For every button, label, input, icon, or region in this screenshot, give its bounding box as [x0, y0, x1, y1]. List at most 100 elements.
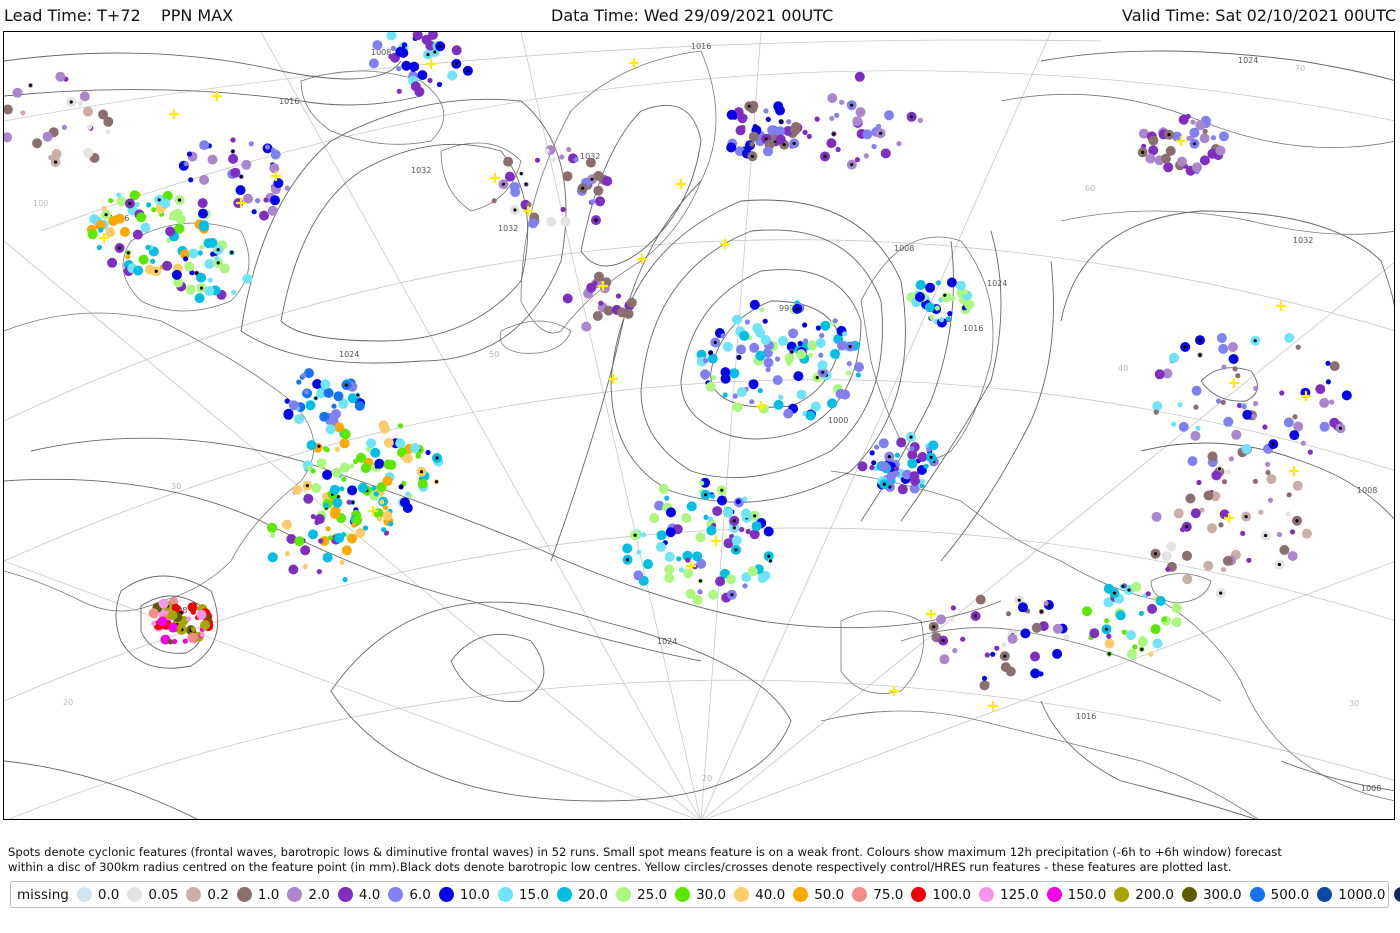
- feature-spot: [1176, 156, 1187, 167]
- legend-label: 0.0: [97, 886, 120, 903]
- feature-spot: [101, 205, 107, 211]
- feature-spot: [741, 572, 752, 583]
- barotropic-low-dot: [435, 456, 439, 460]
- legend-swatch: [186, 887, 202, 902]
- feature-spot: [562, 293, 573, 304]
- feature-spot: [491, 198, 497, 204]
- feature-spot: [871, 143, 877, 150]
- feature-spot: [842, 331, 848, 337]
- arctic-islands: [300, 70, 445, 145]
- feature-spot: [396, 66, 402, 72]
- isobar-label: 1024: [1238, 56, 1258, 65]
- legend-items: 0.0 0.05 0.2 1.0 2.0 4.0 6.0 10.0 15.0 20.0 25.0 30…: [76, 886, 1400, 903]
- legend-label: 200.0: [1135, 886, 1174, 903]
- legend-label: 1000.0: [1338, 886, 1386, 903]
- feature-spot: [107, 257, 118, 268]
- feature-spot: [802, 129, 808, 135]
- barotropic-low-dot: [734, 548, 738, 552]
- feature-spot: [199, 244, 205, 250]
- feature-spot: [323, 503, 329, 509]
- feature-spot: [834, 112, 840, 118]
- feature-spot: [1223, 416, 1234, 427]
- feature-spot: [243, 193, 253, 204]
- barotropic-low-dot: [433, 50, 437, 54]
- feature-spot: [96, 244, 102, 251]
- feature-spot: [199, 174, 210, 185]
- barotropic-low-dot: [581, 186, 585, 190]
- feature-spot: [294, 414, 305, 424]
- europe: [830, 470, 1394, 802]
- feature-spot: [984, 652, 990, 658]
- feature-spot: [666, 507, 676, 518]
- latitude-label: 40: [1118, 364, 1128, 373]
- legend-label: 300.0: [1202, 886, 1242, 903]
- feature-spot: [167, 639, 174, 645]
- barotropic-low-dot: [882, 482, 886, 486]
- feature-spot: [1190, 508, 1201, 519]
- feature-spot: [264, 144, 271, 150]
- legend-swatch: [438, 887, 454, 902]
- feature-spot: [736, 387, 747, 397]
- hres-cross: [711, 536, 721, 546]
- hres-cross: [1229, 378, 1239, 388]
- feature-spot: [228, 153, 239, 164]
- feature-spot: [562, 171, 573, 182]
- feature-spot: [199, 632, 205, 638]
- feature-spot: [826, 138, 837, 149]
- feature-spot: [720, 367, 731, 378]
- feature-spot: [749, 529, 760, 540]
- feature-spot: [284, 398, 290, 404]
- feature-spot: [360, 463, 371, 474]
- feature-spot: [83, 106, 93, 117]
- feature-spot: [138, 254, 149, 265]
- feature-spot: [749, 342, 760, 353]
- feature-spot: [83, 147, 94, 158]
- feature-spot: [852, 116, 863, 127]
- feature-spot: [1292, 480, 1303, 491]
- feature-spot: [1319, 421, 1330, 432]
- feature-spot: [1104, 638, 1115, 649]
- legend-label: 150.0: [1067, 886, 1107, 903]
- feature-spot: [377, 516, 383, 522]
- feature-spot: [615, 293, 622, 299]
- feature-spot: [204, 258, 215, 269]
- barotropic-low-dot: [69, 100, 73, 104]
- feature-spot: [1082, 606, 1092, 617]
- feature-spot: [451, 45, 462, 56]
- feature-spot: [283, 408, 294, 419]
- feature-spot: [316, 569, 322, 575]
- legend-swatch: [388, 887, 404, 902]
- feature-spot: [1191, 385, 1202, 396]
- feature-spot: [114, 213, 125, 224]
- feature-spot: [333, 391, 344, 402]
- feature-spot: [749, 141, 755, 147]
- feature-spot: [20, 110, 26, 116]
- feature-spot: [819, 332, 825, 339]
- barotropic-low-dot: [1219, 591, 1223, 595]
- feature-spot: [186, 151, 193, 157]
- feature-spot: [830, 348, 840, 359]
- feature-spot: [726, 109, 737, 120]
- feature-spot: [1289, 430, 1300, 441]
- barotropic-low-dot: [434, 480, 439, 484]
- barotropic-low-dot: [767, 554, 771, 558]
- feature-spot: [820, 320, 831, 331]
- barotropic-low-dot: [524, 182, 528, 186]
- feature-spot: [1155, 596, 1166, 606]
- feature-spot: [370, 447, 381, 458]
- barotropic-low-dot: [1112, 591, 1116, 595]
- feature-spot: [231, 289, 237, 295]
- feature-spot: [990, 651, 996, 657]
- legend-item: 125.0: [978, 887, 1039, 903]
- feature-spot: [546, 216, 557, 227]
- feature-spot: [4, 104, 13, 115]
- feature-spot: [708, 589, 719, 600]
- feature-spot: [1215, 145, 1226, 156]
- feature-spot: [1199, 133, 1210, 144]
- caption: Spots denote cyclonic features (frontal …: [8, 845, 1398, 875]
- barotropic-low-dot: [216, 248, 220, 252]
- feature-spot: [950, 605, 957, 611]
- legend-item: 15.0: [497, 887, 549, 903]
- feature-spot: [316, 458, 327, 469]
- feature-spot: [510, 187, 521, 198]
